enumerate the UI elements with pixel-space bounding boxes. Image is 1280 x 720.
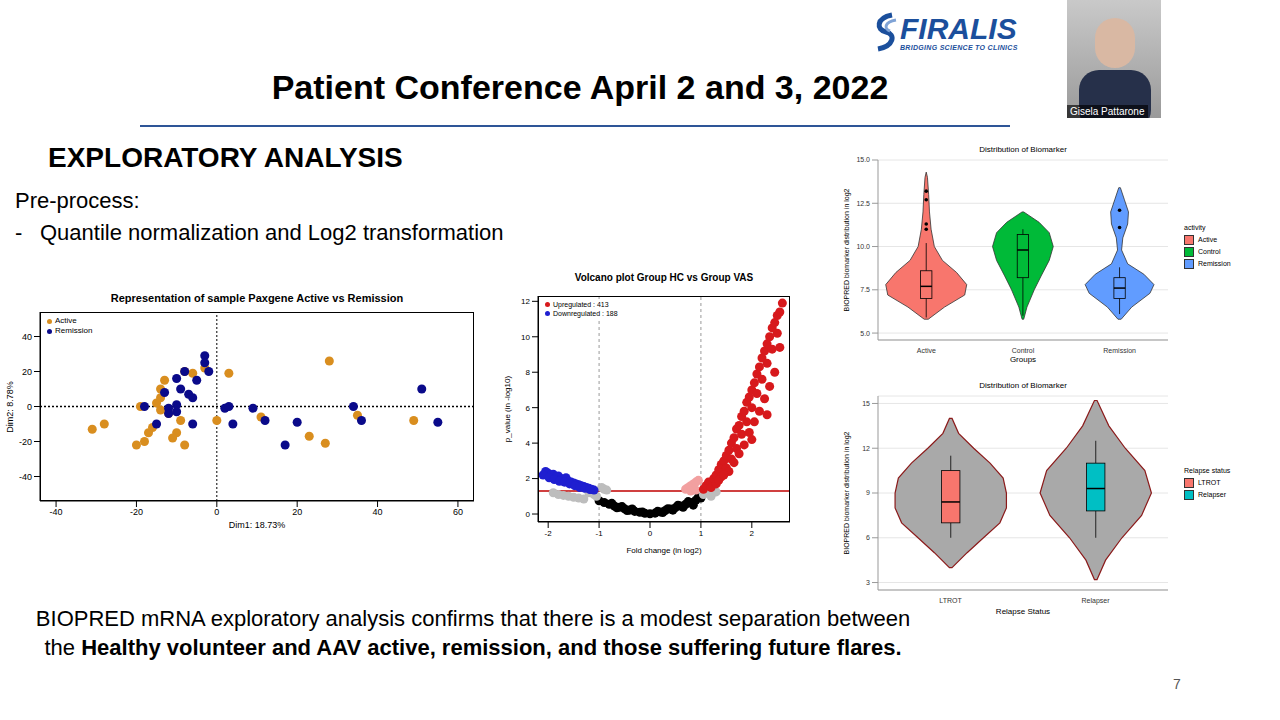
svg-text:40: 40: [22, 332, 32, 342]
svg-text:7.5: 7.5: [860, 286, 870, 293]
svg-text:40: 40: [373, 507, 383, 517]
html-text:BRIDGING SCIENCE TO CLINICS: BRIDGING SCIENCE TO CLINICS: [900, 43, 1018, 51]
html-text:Distribution of Biomarker: Distribution of Biomarker: [979, 381, 1067, 390]
svg-text:10: 10: [521, 333, 530, 342]
svg-text:0: 0: [27, 402, 32, 412]
svg-text:0: 0: [214, 507, 219, 517]
svg-text:10.0: 10.0: [856, 243, 870, 250]
svg-text:-2: -2: [545, 529, 553, 538]
html-text:Relapse Status: Relapse Status: [995, 607, 1051, 616]
svg-text:1: 1: [699, 529, 704, 538]
svg-text:-40: -40: [19, 472, 32, 482]
html-text:Control: Control: [1198, 248, 1221, 255]
svg-text:12: 12: [862, 445, 870, 452]
svg-text:LTROT: LTROT: [939, 597, 962, 604]
html-text:Distribution of Biomarker: Distribution of Biomarker: [979, 145, 1067, 154]
svg-text:60: 60: [453, 507, 463, 517]
html-text:Active: Active: [55, 316, 77, 325]
svg-text:12.5: 12.5: [856, 200, 870, 207]
html-text:Pre-process:: Pre-process:: [15, 188, 140, 213]
html-text:Patient Conference April 2 and: Patient Conference April 2 and 3, 2022: [271, 68, 889, 106]
svg-text:Active: Active: [917, 347, 936, 354]
html-text:Remission: Remission: [1198, 260, 1231, 267]
html-text:Dim2: 8.78%: Dim2: 8.78%: [4, 380, 15, 433]
html-text:Upregulated : 413: Upregulated : 413: [553, 301, 609, 308]
svg-text:9: 9: [866, 489, 870, 496]
html-text:BIOPRED biomarker distribution: BIOPRED biomarker distribution in log2: [842, 431, 849, 555]
svg-text:20: 20: [292, 507, 302, 517]
svg-text:6: 6: [866, 534, 870, 541]
html-text:Representation of sample Paxge: Representation of sample Paxgene Active …: [110, 292, 404, 304]
svg-text:20: 20: [22, 367, 32, 377]
html-text:Groups: Groups: [1009, 355, 1037, 364]
html-text:EXPLORATORY ANALYSIS: EXPLORATORY ANALYSIS: [48, 142, 403, 173]
svg-text:Control: Control: [1012, 347, 1035, 354]
html-text:BIOPRED biomarker distribution: BIOPRED biomarker distribution in log2: [842, 188, 849, 312]
html-text:Quantile normalization and Log: Quantile normalization and Log2 transfor…: [40, 220, 504, 245]
svg-text:6: 6: [526, 404, 531, 413]
html-text:FIRALIS: FIRALIS: [900, 11, 1017, 45]
svg-text:3: 3: [866, 579, 870, 586]
svg-text:-40: -40: [50, 507, 63, 517]
html-text:LTROT: LTROT: [1198, 479, 1221, 486]
svg-text:2: 2: [526, 474, 531, 483]
svg-text:-20: -20: [19, 437, 32, 447]
html-text:Remission: Remission: [55, 326, 93, 335]
svg-text:0: 0: [526, 510, 531, 519]
svg-text:Remission: Remission: [1103, 347, 1136, 354]
html-text:p_value (in -log10): p_value (in -log10): [502, 375, 512, 443]
svg-text:5.0: 5.0: [860, 330, 870, 337]
html-text:Relapse status: Relapse status: [1184, 467, 1231, 474]
html-text:Downregulated : 188: Downregulated : 188: [553, 310, 618, 317]
html-text:Gisela Pattarone: Gisela Pattarone: [1070, 106, 1145, 117]
html-text:Active: Active: [1198, 236, 1218, 243]
html-text:Dim1: 18.73%: Dim1: 18.73%: [228, 520, 286, 530]
svg-text:8: 8: [526, 368, 531, 377]
svg-text:0: 0: [648, 529, 653, 538]
html-text:Fold change (in log2): Fold change (in log2): [626, 546, 702, 555]
svg-text:-20: -20: [130, 507, 143, 517]
html-text:activity: activity: [1184, 224, 1206, 231]
html-text:Volcano plot Group HC vs Group: Volcano plot Group HC vs Group VAS: [574, 272, 754, 283]
svg-text:15.0: 15.0: [856, 156, 870, 163]
svg-text:2: 2: [750, 529, 755, 538]
svg-text:4: 4: [526, 439, 531, 448]
svg-text:15: 15: [862, 400, 870, 407]
svg-text:Relapser: Relapser: [1081, 597, 1110, 605]
html-text:Relapser: Relapser: [1198, 491, 1226, 498]
svg-text:12: 12: [521, 297, 530, 306]
html-text:7: 7: [1173, 676, 1181, 692]
html-text:BIOPRED mRNA exploratory analy: BIOPRED mRNA exploratory analysis confir…: [35, 606, 911, 660]
svg-text:-1: -1: [596, 529, 604, 538]
